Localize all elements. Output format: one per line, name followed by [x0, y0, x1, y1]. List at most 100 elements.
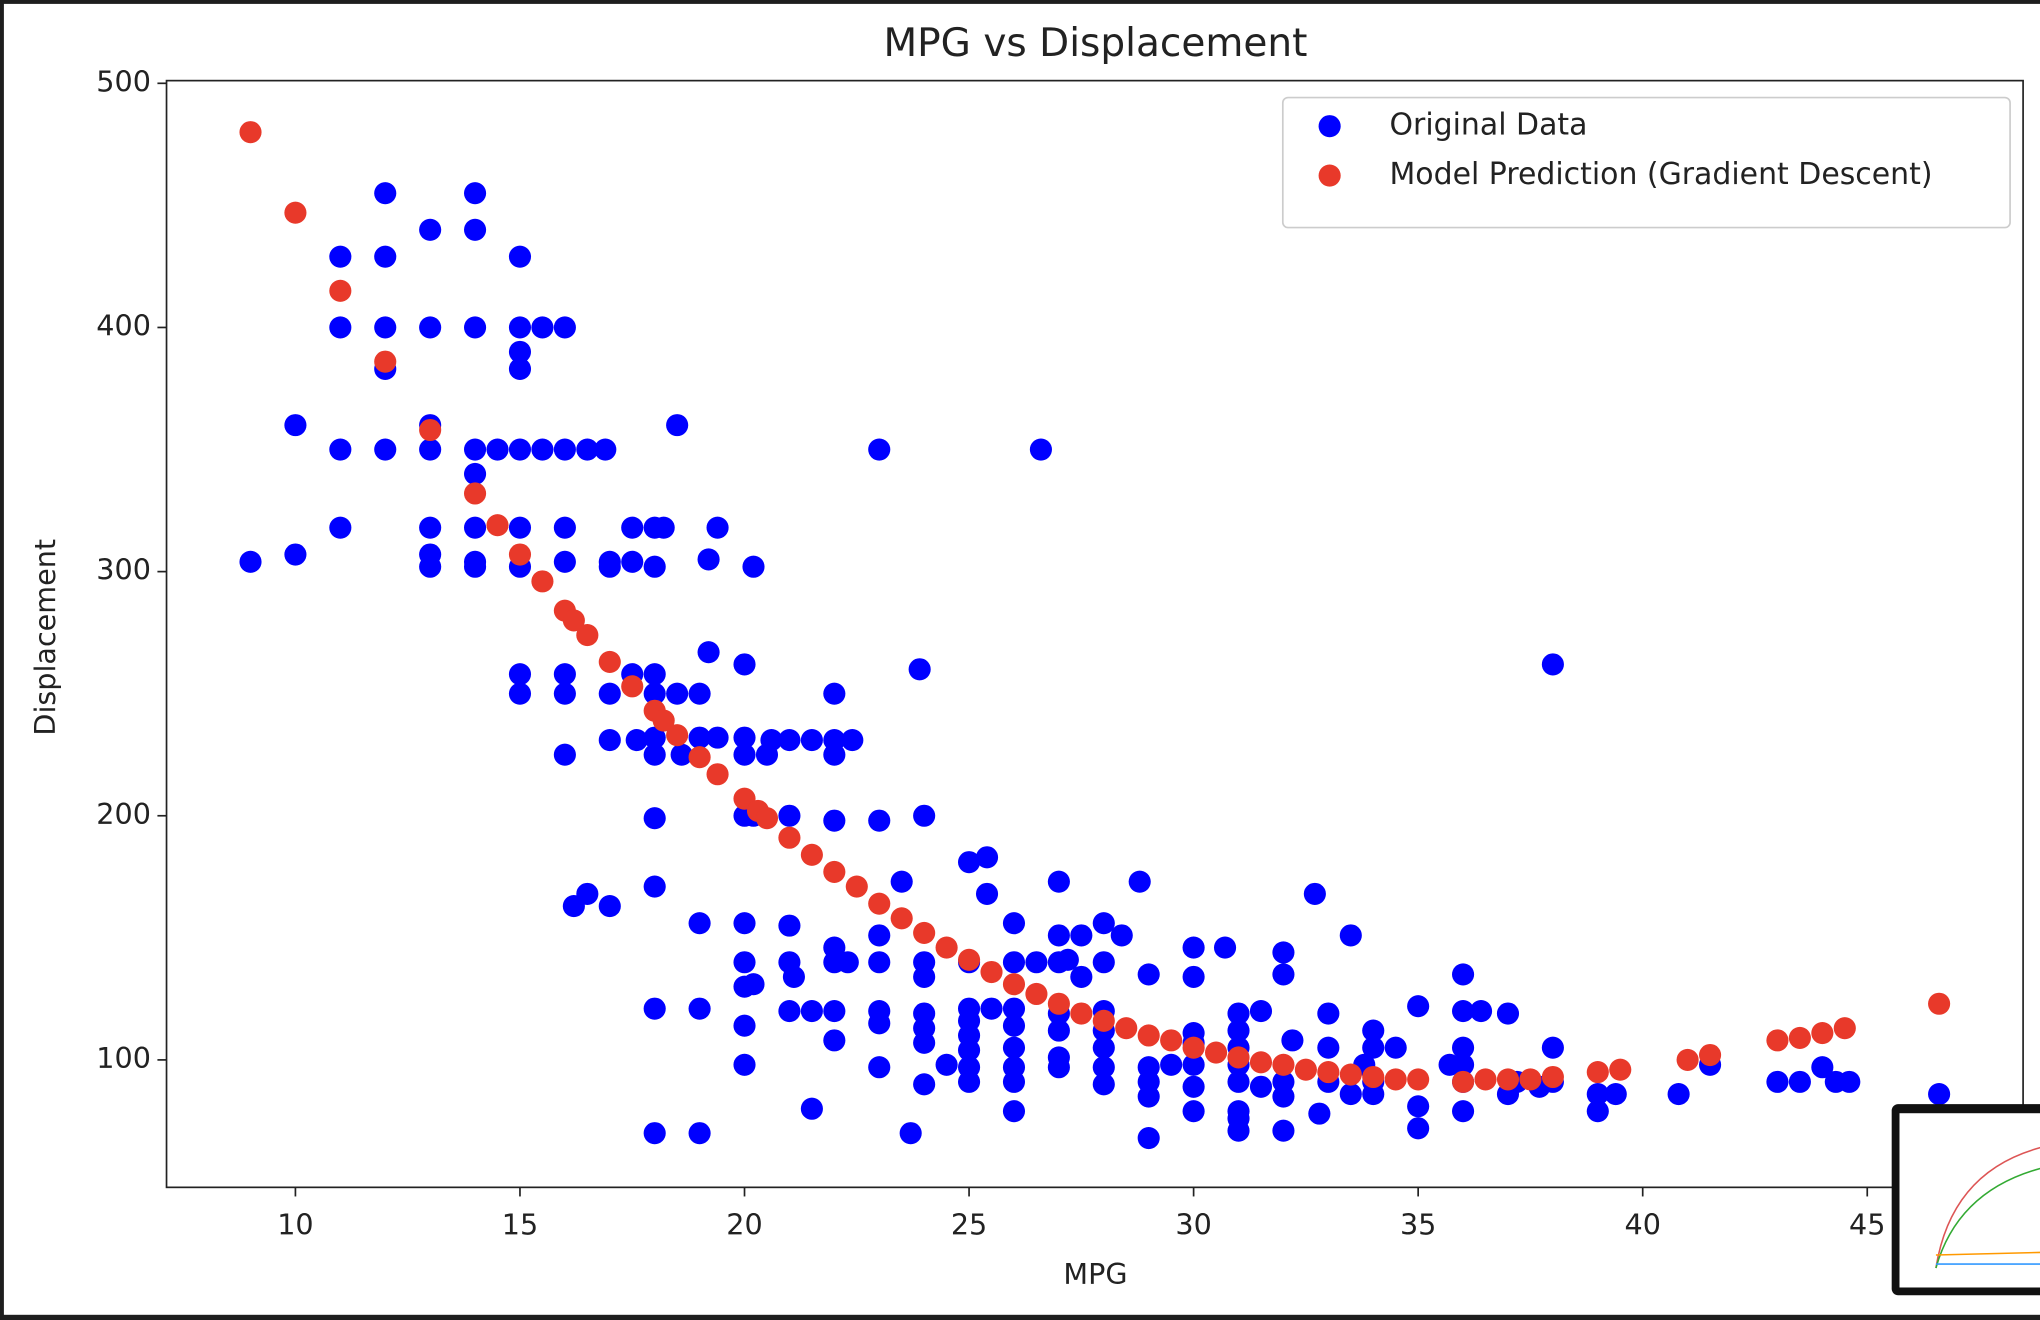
scatter-point	[576, 624, 599, 647]
scatter-point	[463, 218, 487, 241]
scatter-point	[643, 807, 666, 830]
scatter-point	[598, 895, 621, 918]
scatter-point	[508, 663, 532, 686]
y-axis-label: Displacement	[28, 539, 62, 736]
scatter-point	[1137, 1126, 1160, 1150]
scatter-point	[463, 516, 487, 539]
scatter-point	[1047, 924, 1070, 947]
scatter-point	[419, 543, 442, 566]
scatter-point	[1002, 912, 1026, 935]
scatter-point	[508, 340, 532, 363]
scatter-point	[733, 653, 756, 676]
scatter-point	[1339, 924, 1362, 947]
scatter-point	[621, 550, 644, 573]
scatter-point	[1002, 1100, 1026, 1123]
scatter-point	[1249, 1000, 1273, 1023]
scatter-point	[1025, 982, 1048, 1006]
scatter-point	[553, 743, 576, 766]
scatter-point	[329, 279, 352, 302]
scatter-point	[890, 870, 913, 893]
chart-title: MPG vs Displacement	[883, 21, 1307, 66]
legend: Original Data Model Prediction (Gradient …	[1281, 96, 2011, 229]
scatter-point	[1407, 1095, 1430, 1118]
scatter-point	[531, 438, 554, 461]
scatter-point	[643, 555, 666, 578]
scatter-point	[823, 1000, 846, 1023]
scatter-point	[508, 516, 532, 539]
scatter-point	[913, 965, 936, 988]
scatter-point	[621, 516, 644, 539]
x-tick-label: 35	[1400, 1207, 1436, 1241]
scatter-point	[800, 1097, 823, 1120]
scatter-point	[1128, 870, 1151, 893]
scatter-point	[935, 1053, 958, 1076]
scatter-point	[823, 1029, 846, 1052]
scatter-point	[284, 201, 307, 224]
scatter-point	[980, 997, 1003, 1020]
scatter-point	[868, 809, 891, 832]
scatter-point	[1092, 912, 1115, 935]
x-axis-label: MPG	[1063, 1257, 1127, 1291]
scatter-point	[706, 763, 729, 786]
scatter-point	[553, 682, 576, 705]
scatter-point	[463, 550, 487, 573]
scatter-point	[706, 726, 729, 749]
scatter-point	[1137, 1056, 1160, 1079]
scatter-point	[486, 438, 509, 461]
scatter-point	[1002, 1036, 1026, 1059]
scatter-point	[1362, 1036, 1385, 1059]
scatter-point	[688, 912, 711, 935]
scatter-point	[778, 729, 801, 752]
scatter-point	[329, 245, 352, 268]
axes-frame	[165, 79, 2024, 1189]
scatter-point	[1249, 1075, 1273, 1098]
scatter-point	[1362, 1065, 1385, 1089]
scatter-point	[1137, 963, 1160, 986]
scatter-point	[1496, 1002, 1520, 1025]
scatter-point	[778, 804, 801, 827]
scatter-point	[1407, 995, 1430, 1018]
scatter-point	[836, 951, 859, 974]
scatter-point	[1002, 1056, 1026, 1079]
scatter-point	[1308, 1102, 1331, 1125]
scatter-point	[913, 804, 936, 827]
scatter-point	[688, 1122, 711, 1145]
legend-box	[1281, 96, 2011, 229]
scatter-point	[508, 682, 532, 705]
scatter-point	[1047, 1019, 1070, 1042]
scatter-point	[463, 438, 487, 461]
scatter-point	[553, 316, 576, 339]
scatter-point	[1160, 1029, 1183, 1052]
thumbnail-line	[1935, 1146, 2040, 1269]
scatter-point	[463, 182, 487, 205]
scatter-point	[688, 726, 711, 749]
scatter-point	[975, 846, 999, 869]
y-tick-label: 500	[96, 64, 151, 98]
scatter-point	[1317, 1002, 1340, 1025]
scatter-point	[1281, 1029, 1304, 1052]
scatter-point	[782, 965, 805, 988]
scatter-point	[1496, 1068, 1520, 1091]
scatter-point	[823, 936, 846, 959]
scatter-point	[598, 550, 621, 573]
scatter-point	[1272, 1070, 1295, 1093]
scatter-point	[1047, 870, 1070, 893]
scatter-point	[419, 418, 442, 442]
scatter-point	[508, 316, 532, 339]
x-tick-label: 45	[1849, 1207, 1885, 1241]
scatter-point	[868, 951, 891, 974]
scatter-point	[868, 1056, 891, 1079]
scatter-point	[1699, 1043, 1722, 1067]
scatter-point	[508, 543, 532, 566]
scatter-point	[553, 550, 576, 573]
scatter-point	[908, 658, 931, 681]
scatter-point	[975, 882, 999, 905]
scatter-point	[1766, 1029, 1789, 1052]
scatter-point	[755, 807, 779, 830]
scatter-point	[1272, 1053, 1295, 1076]
scatter-point	[1182, 1036, 1205, 1059]
scatter-point	[1788, 1026, 1811, 1049]
scatter-point	[980, 960, 1003, 984]
scatter-point	[733, 1014, 756, 1037]
